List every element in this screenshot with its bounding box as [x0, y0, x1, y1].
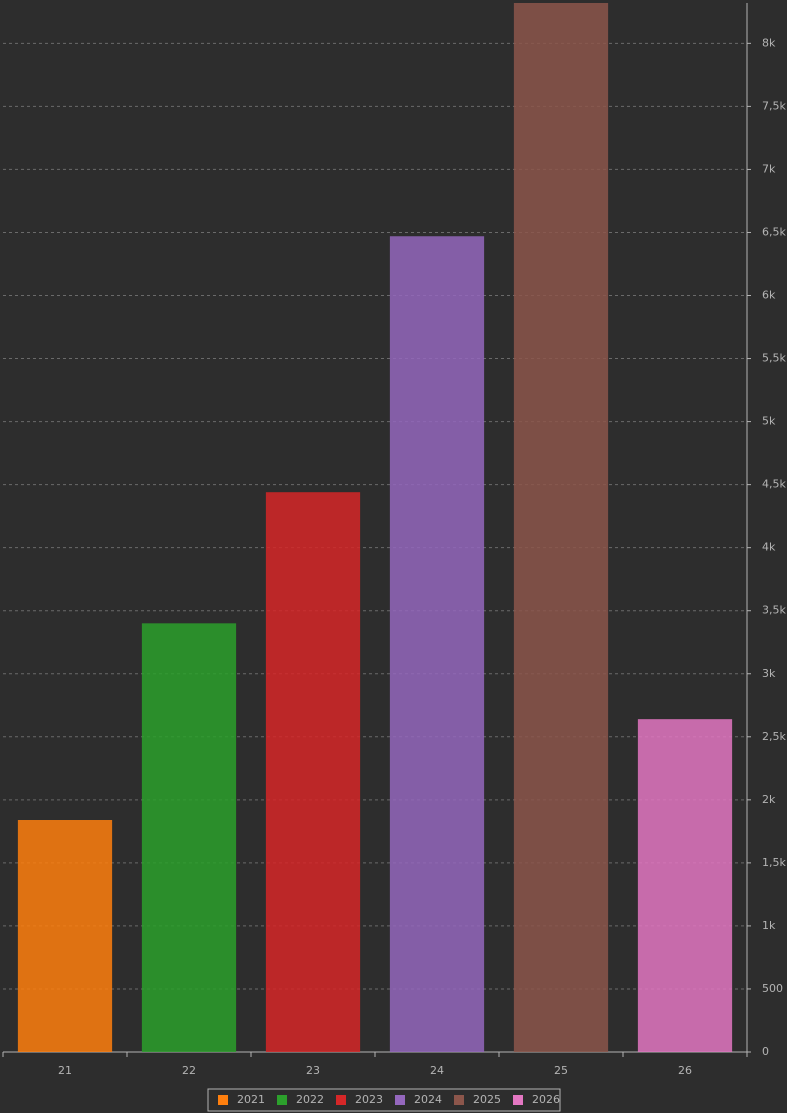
legend: 2021 2022 2023 2024 2025 2026	[207, 1088, 561, 1112]
bar	[17, 820, 113, 1052]
x-tick-label: 21	[58, 1064, 72, 1077]
y-tick-label: 4k	[762, 541, 776, 554]
legend-box	[207, 1088, 561, 1112]
bar	[141, 623, 237, 1052]
y-tick-label: 1,5k	[762, 856, 786, 869]
legend-swatch	[513, 1095, 523, 1105]
y-tick-label: 6,5k	[762, 225, 786, 238]
x-tick-label: 23	[306, 1064, 320, 1077]
y-tick-label: 3,5k	[762, 604, 786, 617]
legend-swatch	[336, 1095, 346, 1105]
y-tick-label: 3k	[762, 667, 776, 680]
x-tick-label: 24	[430, 1064, 444, 1077]
y-tick-label: 7k	[762, 162, 776, 175]
x-tick-label: 22	[182, 1064, 196, 1077]
bar	[389, 236, 485, 1052]
x-tick-label: 25	[554, 1064, 568, 1077]
legend-swatch	[277, 1095, 287, 1105]
legend-label: 2025	[473, 1093, 501, 1106]
y-tick-label: 500	[762, 982, 783, 995]
legend-label: 2021	[237, 1093, 265, 1106]
x-tick-label: 26	[678, 1064, 692, 1077]
y-tick-label: 6k	[762, 289, 776, 302]
y-tick-label: 4,5k	[762, 478, 786, 491]
legend-label: 2022	[296, 1093, 324, 1106]
bar	[265, 492, 361, 1052]
y-tick-label: 7,5k	[762, 99, 786, 112]
y-tick-label: 8k	[762, 36, 776, 49]
legend-swatch	[218, 1095, 228, 1105]
legend-label: 2026	[532, 1093, 560, 1106]
bar	[637, 719, 733, 1052]
y-tick-label: 2k	[762, 793, 776, 806]
y-tick-label: 5k	[762, 415, 776, 428]
y-tick-label: 5,5k	[762, 352, 786, 365]
bar	[513, 3, 609, 1052]
y-tick-label: 0	[762, 1045, 769, 1058]
legend-swatch	[454, 1095, 464, 1105]
legend-swatch	[395, 1095, 405, 1105]
legend-label: 2023	[355, 1093, 383, 1106]
y-tick-label: 2,5k	[762, 730, 786, 743]
y-tick-label: 1k	[762, 919, 776, 932]
legend-label: 2024	[414, 1093, 442, 1106]
